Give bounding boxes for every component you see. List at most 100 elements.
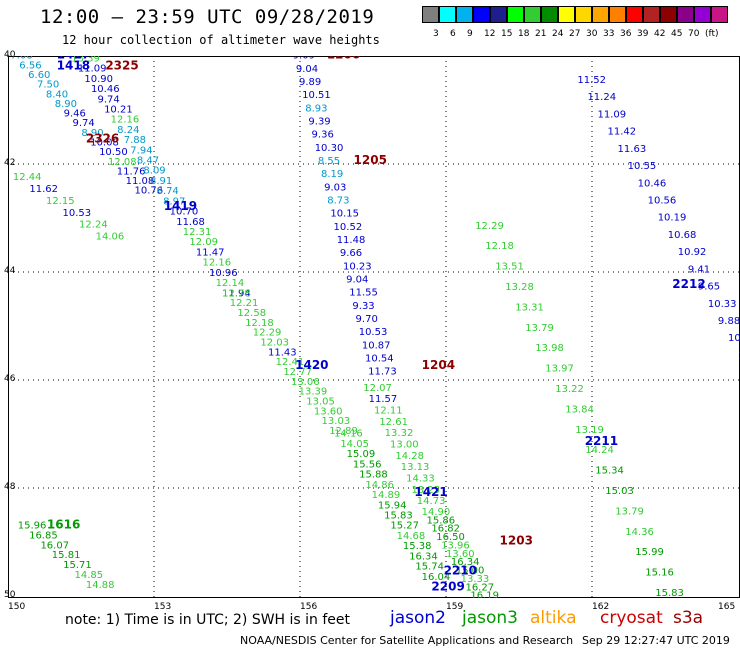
legend-jason2: jason2 (390, 608, 446, 628)
swh-value: 8.90 (81, 128, 103, 139)
swh-value: 14.33 (406, 474, 435, 485)
swh-value: 9.04 (296, 64, 318, 75)
swh-value: 15.16 (645, 568, 674, 579)
swh-value: 12.16 (202, 258, 231, 269)
y-tick-label: 44 (4, 266, 16, 276)
swh-value: 12.89 (329, 426, 358, 437)
swh-value: 15.83 (655, 588, 684, 598)
swh-value: 11.42 (608, 127, 637, 138)
map-subtitle: 12 hour collection of altimeter wave hei… (62, 33, 380, 47)
swh-value: 8.74 (157, 186, 179, 197)
swh-value: 14.06 (96, 232, 125, 243)
swh-value: 12.31 (183, 227, 212, 238)
colorbar-swatch (507, 6, 524, 23)
x-tick-label: 159 (446, 602, 464, 612)
swh-value: 15.74 (415, 562, 444, 573)
colorbar-label: 36 (620, 29, 632, 39)
colorbar-swatch (660, 6, 677, 23)
swh-value: 16.34 (451, 557, 480, 568)
swh-value: 12.78 (222, 288, 251, 299)
swh-value: 11.43 (268, 347, 297, 358)
swh-value: 13.03 (322, 416, 351, 427)
swh-value: 16.07 (40, 540, 69, 551)
swh-value: 15.81 (52, 550, 81, 561)
swh-value: 10.46 (91, 84, 120, 95)
pass-time-label: 1418 (57, 59, 90, 73)
pass-time-label: 2211 (585, 434, 618, 448)
swh-value: 13.79 (615, 506, 644, 517)
swh-value: 12.44 (13, 172, 42, 183)
swh-value: 9.46 (64, 109, 86, 120)
swh-value: 10.92 (678, 247, 707, 258)
swh-value: 12.15 (46, 196, 75, 207)
swh-value: 10.68 (668, 230, 697, 241)
colorbar-label: 21 (535, 29, 547, 39)
credit-text: NOAA/NESDIS Center for Satellite Applica… (240, 634, 574, 647)
colorbar-swatch (592, 6, 609, 23)
colorbar-swatch (422, 6, 439, 23)
swh-value: 8.90 (55, 99, 77, 110)
swh-value: 11.09 (78, 64, 107, 75)
swh-value: 8.09 (143, 166, 165, 177)
colorbar-swatch (643, 6, 660, 23)
colorbar-swatch (558, 6, 575, 23)
x-tick-label: 153 (154, 602, 172, 612)
swh-value: 9.89 (299, 77, 321, 88)
swh-value: 11.48 (337, 235, 366, 246)
swh-value: 11.62 (29, 184, 58, 195)
colorbar-label: (ft) (705, 29, 719, 39)
colorbar-swatch (677, 6, 694, 23)
swh-value: 8.19 (321, 169, 343, 180)
swh-value: 7.88 (124, 135, 146, 146)
swh-value: 9.39 (308, 117, 330, 128)
swh-value: 10.08 (90, 137, 119, 148)
swh-value: 16.19 (470, 591, 499, 598)
swh-value: 10.52 (334, 222, 363, 233)
swh-value: 12.18 (245, 318, 274, 329)
swh-value: 15.34 (595, 466, 624, 477)
swh-value: 13.97 (545, 364, 574, 375)
y-tick-label: 46 (4, 374, 16, 384)
swh-value: 11.09 (597, 109, 626, 120)
swh-value: 10.23 (343, 261, 372, 272)
colorbar-label: 12 (484, 29, 496, 39)
swh-value: 12.11 (374, 405, 403, 416)
colorbar-label: 45 (671, 29, 683, 39)
swh-value: 9.04 (346, 274, 368, 285)
swh-value: 16.50 (436, 532, 465, 543)
colorbar-label: 6 (450, 29, 456, 39)
swh-value: 8.40 (46, 89, 68, 100)
swh-value: 9.41 (688, 264, 710, 275)
colorbar-label: 18 (518, 29, 530, 39)
colorbar-swatch (541, 6, 558, 23)
y-tick-label: 48 (4, 482, 16, 492)
swh-value: 15.88 (359, 470, 388, 481)
swh-value: 16.82 (431, 524, 460, 535)
x-tick-label: 165 (718, 602, 736, 612)
swh-value: 15.38 (403, 541, 432, 552)
swh-value: 15.96 (18, 521, 47, 532)
swh-value: 11.68 (176, 217, 205, 228)
units-note: note: 1) Time is in UTC; 2) SWH is in fe… (65, 612, 351, 628)
colorbar-swatch (473, 6, 490, 23)
swh-value: 9.33 (352, 301, 374, 312)
swh-value: 12.41 (276, 357, 305, 368)
swh-value: 13.39 (299, 387, 328, 398)
swh-value: 16.04 (422, 572, 451, 583)
swh-value: 10.90 (84, 74, 113, 85)
swh-value: 16.85 (29, 530, 58, 541)
swh-value: 13.60 (314, 406, 343, 417)
colorbar-swatch (490, 6, 507, 23)
swh-value: 9.88 (718, 316, 740, 327)
swh-value: 13.22 (555, 384, 584, 395)
swh-value: 14.88 (86, 580, 115, 591)
swh-value: 13.33 (461, 574, 490, 585)
swh-value: 7.94 (130, 145, 152, 156)
pass-time-label: 2210 (444, 563, 477, 577)
swh-value: 11.94 (222, 288, 251, 299)
swh-value: 13.31 (515, 302, 544, 313)
swh-value: 10.15 (330, 209, 359, 220)
pass-time-label: 2212 (672, 277, 705, 291)
swh-value: 13.96 (441, 540, 470, 551)
